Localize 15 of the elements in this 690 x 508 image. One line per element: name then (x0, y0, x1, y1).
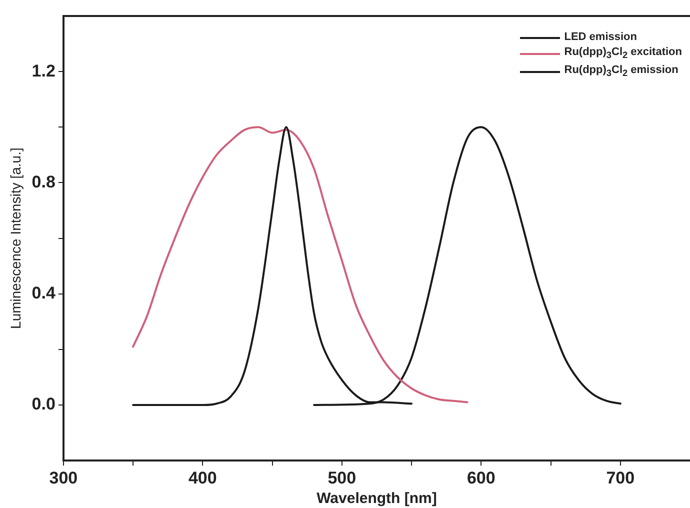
x-tick-label: 400 (188, 468, 217, 488)
y-tick-label: 0.4 (32, 284, 56, 303)
y-tick-label: 0.8 (32, 172, 56, 192)
y-axis-title: Luminescence Intensity [a.u.] (7, 148, 24, 329)
legend-label: Ru(dpp)$_{3}$Cl$_{2}$ excitation (564, 45, 682, 62)
x-tick-label: 600 (466, 468, 496, 488)
y-tick-label: 0.0 (32, 394, 56, 414)
x-tick-label: 300 (49, 468, 78, 488)
x-tick-label: 500 (328, 468, 356, 488)
legend-label: Ru(dpp)$_{3}$Cl$_{2}$ emission (564, 63, 678, 80)
x-tick-label: 700 (606, 468, 635, 488)
y-tick-label: 1.2 (32, 61, 56, 80)
legend-label: LED emission (564, 30, 637, 45)
line-series (132, 126, 468, 404)
x-axis-title: Wavelength [nm] (316, 490, 437, 508)
